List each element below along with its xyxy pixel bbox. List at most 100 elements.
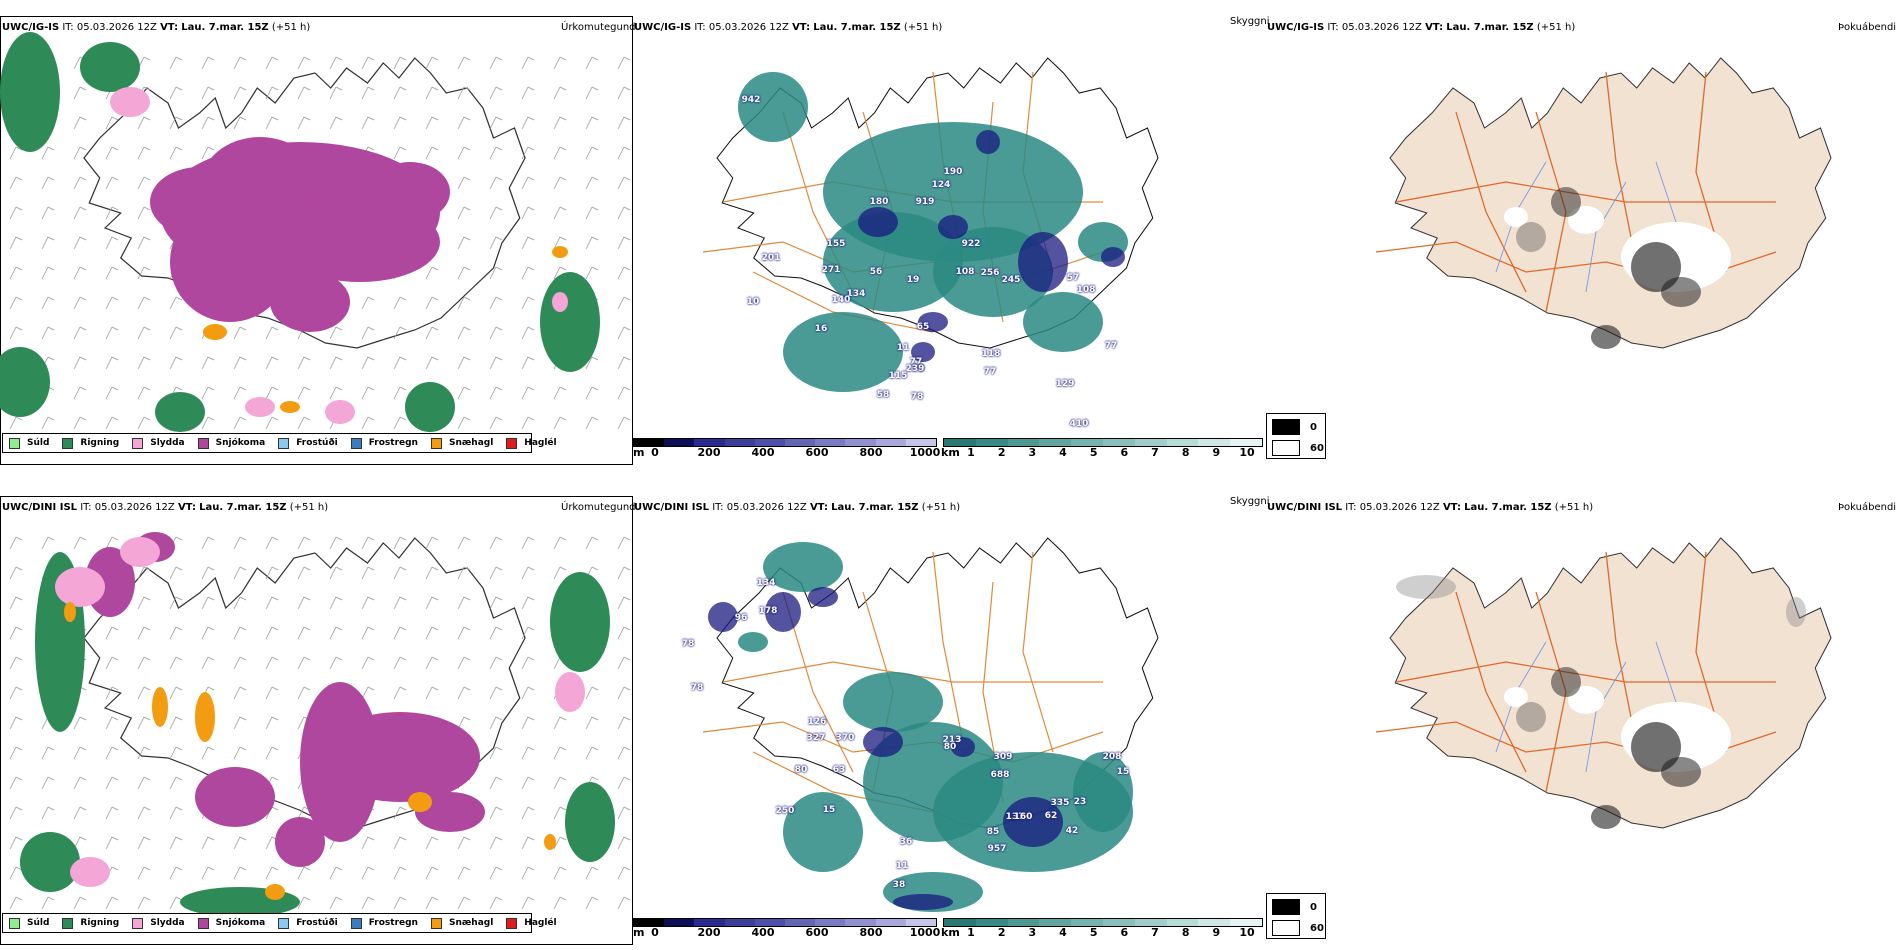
snow-area — [275, 817, 325, 867]
wind-barb — [41, 266, 55, 280]
wind-barb — [41, 776, 55, 790]
wind-barb — [521, 296, 535, 310]
wind-barb — [425, 566, 439, 580]
fog-map — [1375, 57, 1832, 349]
panel-title: Úrkomutegund — [561, 502, 636, 513]
coastline — [716, 57, 1159, 349]
colorbar-tick-label: 400 — [751, 926, 775, 939]
wind-barb — [553, 806, 567, 820]
wind-barb — [201, 86, 215, 100]
wind-barb — [201, 416, 215, 430]
wind-barb — [169, 836, 183, 850]
wind-barb — [521, 356, 535, 370]
rain-area — [20, 832, 80, 892]
height-value-label: 85 — [986, 827, 1000, 837]
height-value-label: 42 — [1065, 826, 1079, 836]
wind-barb — [137, 776, 151, 790]
wind-barb — [41, 236, 55, 250]
wind-barb — [425, 596, 439, 610]
precip-type-panel: UWC/IG-IS IT: 05.03.2026 12Z VT: Lau. 7.… — [0, 12, 636, 467]
wind-barb — [489, 86, 503, 100]
rain-area — [0, 347, 50, 417]
wind-barb — [393, 296, 407, 310]
wind-barb — [553, 716, 567, 730]
wind-barb — [329, 866, 343, 880]
wind-barb — [585, 266, 599, 280]
panel-title: Þokuábendi — [1838, 502, 1897, 513]
height-value-label: 137 — [1005, 812, 1025, 822]
wind-barb — [265, 536, 279, 550]
wind-barb — [233, 386, 247, 400]
height-value-label: 213 — [942, 735, 962, 745]
wind-barb — [73, 776, 87, 790]
wind-barb — [585, 746, 599, 760]
height-value-label: 134 — [756, 578, 776, 588]
legend-item: Frostúði — [278, 917, 338, 929]
road-line — [1455, 591, 1527, 773]
wind-barb — [425, 536, 439, 550]
sleet-area — [555, 672, 585, 712]
legend-item: Haglél — [506, 437, 557, 449]
legend-label: Slydda — [150, 918, 185, 928]
wind-barb — [201, 596, 215, 610]
road-line — [1605, 71, 1637, 263]
wind-barb — [9, 896, 23, 910]
wind-barb — [617, 746, 631, 760]
colorbar-tick-label: 2 — [997, 446, 1006, 459]
wind-barb — [361, 356, 375, 370]
low-visibility-area — [1023, 292, 1103, 352]
wind-barb — [105, 176, 119, 190]
height-value-label: 77 — [909, 357, 923, 367]
legend-item: Frostregn — [350, 917, 418, 929]
rain-area — [540, 272, 600, 372]
wind-barb — [297, 686, 311, 700]
colorbar-tick-label: 3 — [1028, 446, 1037, 459]
wind-barb — [297, 56, 311, 70]
wind-barb — [585, 236, 599, 250]
wind-barb — [617, 146, 631, 160]
legend-item: Snæhagl — [430, 437, 493, 449]
wind-barb — [169, 596, 183, 610]
colorbar-unit: m — [633, 926, 645, 939]
legend-item: Frostúði — [278, 437, 338, 449]
colorbar-tick-label: 4 — [1059, 446, 1067, 459]
wind-barb — [617, 416, 631, 430]
wind-barb — [137, 116, 151, 130]
wind-barb — [201, 656, 215, 670]
fog-area — [1591, 805, 1621, 829]
height-value-label: 115 — [888, 371, 908, 381]
height-value-label: 78 — [911, 364, 925, 374]
colorbar-tick-label: 7 — [1151, 926, 1159, 939]
wind-barb — [361, 686, 375, 700]
wind-barb — [329, 86, 343, 100]
wind-barb — [297, 596, 311, 610]
wind-barb — [137, 716, 151, 730]
wind-barb — [553, 836, 567, 850]
wind-barb — [73, 296, 87, 310]
colorbar-tick-label: 8 — [1181, 926, 1190, 939]
wind-barb — [41, 896, 55, 910]
panel-header: UWC/IG-IS IT: 05.03.2026 12Z VT: Lau. 7.… — [2, 22, 311, 33]
wind-barb — [169, 116, 183, 130]
wind-barb — [617, 386, 631, 400]
wind-barb — [489, 866, 503, 880]
snow-area — [195, 767, 275, 827]
colorbar-tick-label: 8 — [1181, 446, 1190, 459]
legend-item: Haglél — [506, 917, 557, 929]
height-colorbar — [633, 438, 937, 447]
wind-barb — [553, 536, 567, 550]
wind-barb — [457, 566, 471, 580]
wind-barb — [41, 146, 55, 160]
fog-area — [1516, 702, 1546, 732]
height-value-label: 78 — [681, 639, 695, 649]
wind-barb — [553, 266, 567, 280]
height-value-label: 271 — [821, 265, 841, 275]
low-visibility-area — [823, 212, 963, 312]
colorbar-tick-label: 9 — [1212, 926, 1221, 939]
colorbar-tick-label: 600 — [805, 926, 829, 939]
wind-barb — [457, 146, 471, 160]
wind-barb — [169, 656, 183, 670]
wind-barb — [201, 626, 215, 640]
cloud-base-area — [893, 894, 953, 910]
rain-area — [550, 572, 610, 672]
